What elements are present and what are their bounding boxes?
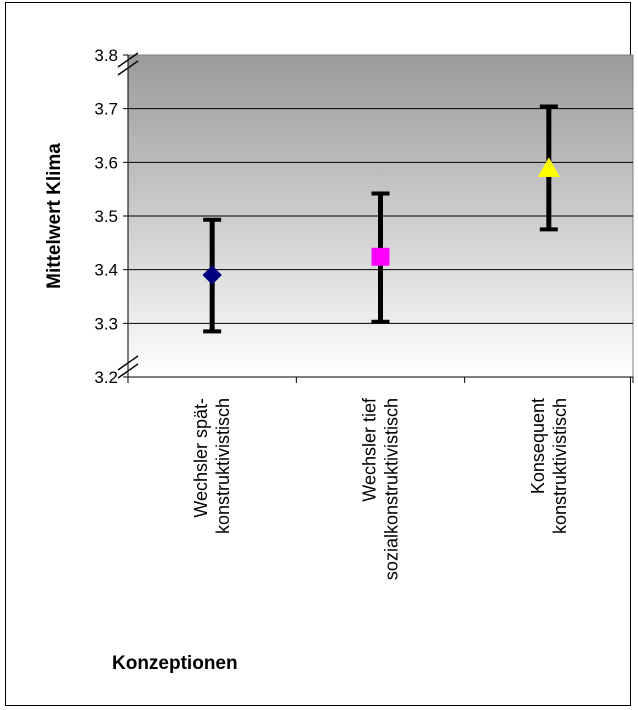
- y-tick-label: 3.6: [94, 153, 118, 172]
- axis-break-mark: [117, 52, 139, 68]
- data-point-square: [371, 247, 390, 266]
- y-tick-label: 3.7: [94, 100, 118, 119]
- axis-break-mark: [117, 60, 139, 76]
- data-point-triangle: [537, 157, 560, 178]
- y-tick-label: 3.3: [94, 314, 118, 333]
- category-label: Wechsler spät-: [191, 398, 211, 518]
- axis-break-mark: [117, 363, 139, 379]
- x-tick-marks: [127, 377, 634, 383]
- data-point-diamond: [202, 265, 222, 285]
- y-tick-label: 3.5: [94, 207, 118, 226]
- category-label: konstruktivistisch: [550, 398, 570, 534]
- x-axis-title: Konzeptionen: [112, 653, 238, 674]
- y-tick-label: 3.4: [94, 261, 118, 280]
- y-axis-title: Mittelwert Klima: [44, 143, 65, 289]
- category-label: Konsequent: [528, 398, 548, 494]
- y-tick-labels: 3.2 3.3 3.4 3.5 3.6 3.7 3.8: [94, 46, 118, 387]
- category-label: sozialkonstruktivistisch: [382, 398, 402, 580]
- category-label: Wechsler tief: [360, 397, 380, 502]
- y-tick-label: 3.2: [94, 368, 118, 387]
- category-labels: Wechsler spät-konstruktivistisch Wechsler…: [191, 397, 570, 580]
- axes: [117, 52, 633, 379]
- category-label: konstruktivistisch: [213, 398, 233, 534]
- axis-break-mark: [117, 355, 139, 371]
- markers: [202, 157, 560, 285]
- y-tick-label: 3.8: [94, 46, 118, 65]
